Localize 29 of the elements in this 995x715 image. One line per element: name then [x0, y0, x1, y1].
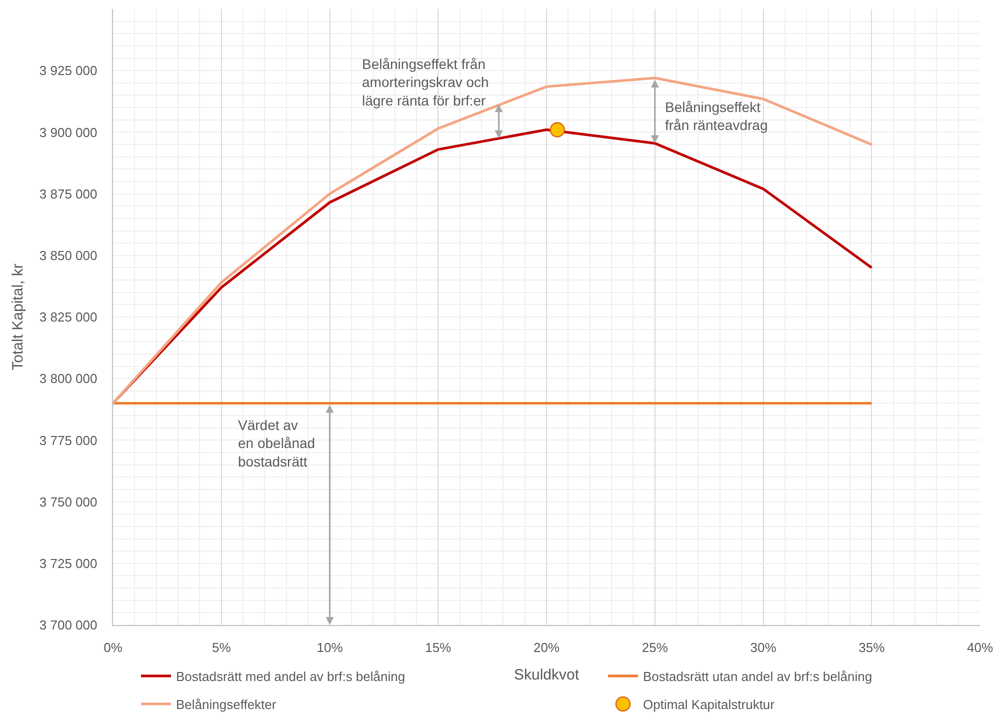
x-tick-label: 10%	[316, 640, 344, 655]
y-axis-title: Totalt Kapital, kr	[10, 264, 27, 370]
y-tick-label: 3 775 000	[39, 432, 98, 448]
x-tick-label: 5%	[212, 640, 232, 655]
legend-label: Optimal Kapitalstruktur	[643, 697, 776, 712]
y-tick-label: 3 900 000	[39, 124, 98, 140]
y-tick-label: 3 750 000	[39, 494, 98, 510]
y-tick-label: 3 700 000	[39, 618, 98, 633]
y-tick-label: 3 725 000	[39, 556, 98, 571]
x-tick-label: 30%	[750, 640, 777, 655]
x-tick-label: 40%	[966, 640, 994, 655]
legend-label: Belåningseffekter	[176, 697, 277, 712]
line-series	[113, 76, 873, 405]
annotation: Belåningseffekt från amorteringskrav och lägre ränta för brf:er	[362, 56, 489, 108]
x-tick-label: 20%	[533, 640, 560, 655]
annotation: Belåningseffekt från ränteavdrag	[665, 99, 768, 134]
legend-label: Bostadsrätt med andel av brf:s belåning	[176, 669, 406, 684]
x-tick-label: 15%	[425, 640, 452, 655]
y-tick-label: 3 875 000	[39, 186, 98, 202]
x-tick-label: 0%	[104, 640, 123, 655]
annotation: Värdet av en obelånad bostadsrätt	[238, 417, 316, 470]
y-tick-label: 3 925 000	[39, 63, 98, 78]
x-tick-label: 25%	[642, 640, 668, 655]
x-axis-title: Skuldkvot	[514, 666, 580, 684]
x-tick-label: 35%	[858, 640, 886, 655]
y-tick-label: 3 800 000	[39, 371, 98, 386]
y-tick-label: 3 850 000	[39, 248, 98, 263]
y-tick-label: 3 825 000	[39, 310, 98, 325]
legend-label: Bostadsrätt utan andel av brf:s belåning	[643, 669, 872, 684]
